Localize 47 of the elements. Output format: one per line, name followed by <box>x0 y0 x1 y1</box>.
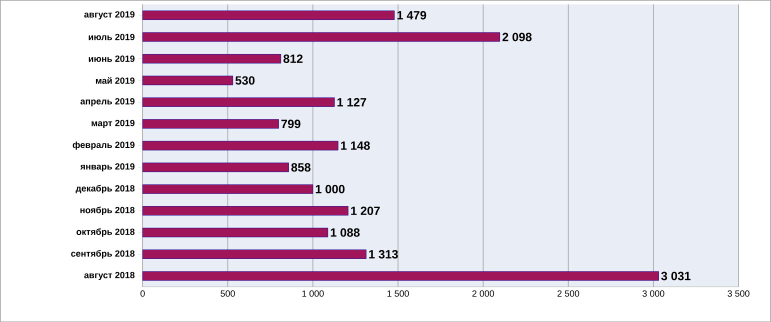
bar <box>142 119 279 128</box>
x-tick-label: 1 000 <box>302 290 324 297</box>
bar <box>142 32 500 42</box>
bar <box>142 206 348 216</box>
data-label: 1 207 <box>351 206 380 215</box>
y-tick-label: декабрь 2018 <box>76 184 135 194</box>
x-tick-label: 2 000 <box>472 290 494 297</box>
data-label: 1 000 <box>316 184 345 194</box>
bar <box>142 228 328 238</box>
y-tick-label: август 2018 <box>84 272 135 280</box>
y-tick-label: март 2019 <box>92 120 135 128</box>
data-label: 1 479 <box>397 10 426 20</box>
y-tick-label: сентябрь 2018 <box>71 250 135 258</box>
y-tick-label: февраль 2019 <box>72 141 135 150</box>
data-label: 530 <box>235 76 255 85</box>
bar <box>142 271 659 281</box>
y-tick-label: май 2019 <box>96 76 135 84</box>
y-tick-label: апрель 2019 <box>80 98 135 106</box>
bar <box>142 184 314 194</box>
data-label: 1 148 <box>341 141 370 150</box>
data-label: 1 127 <box>337 98 366 106</box>
data-label: 3 031 <box>661 272 691 280</box>
y-tick-label: октябрь 2018 <box>76 228 135 237</box>
bar <box>142 162 289 172</box>
y-tick-label: август 2019 <box>84 11 135 20</box>
bar <box>142 54 282 64</box>
data-label: 1 313 <box>369 250 398 258</box>
x-tick-label: 500 <box>220 290 235 297</box>
x-tick-label: 3 000 <box>642 290 664 297</box>
y-tick-label: ноябрь 2018 <box>80 206 135 215</box>
y-tick-label: июль 2019 <box>88 34 135 40</box>
bar <box>142 76 234 86</box>
bar <box>142 140 338 150</box>
data-label: 1 088 <box>330 228 360 237</box>
x-tick-label: 0 <box>140 290 145 297</box>
bar <box>142 10 395 20</box>
bar <box>142 249 366 259</box>
data-label: 858 <box>291 162 311 172</box>
x-tick-label: 3 500 <box>728 290 750 297</box>
y-tick-label: январь 2019 <box>80 163 135 172</box>
data-label: 812 <box>283 54 303 63</box>
x-tick-label: 2 500 <box>558 290 580 297</box>
data-label: 799 <box>281 120 300 128</box>
x-tick-label: 1 500 <box>387 290 409 297</box>
data-label: 2 098 <box>502 32 532 42</box>
y-tick-label: июнь 2019 <box>88 55 135 62</box>
bar <box>142 97 335 107</box>
